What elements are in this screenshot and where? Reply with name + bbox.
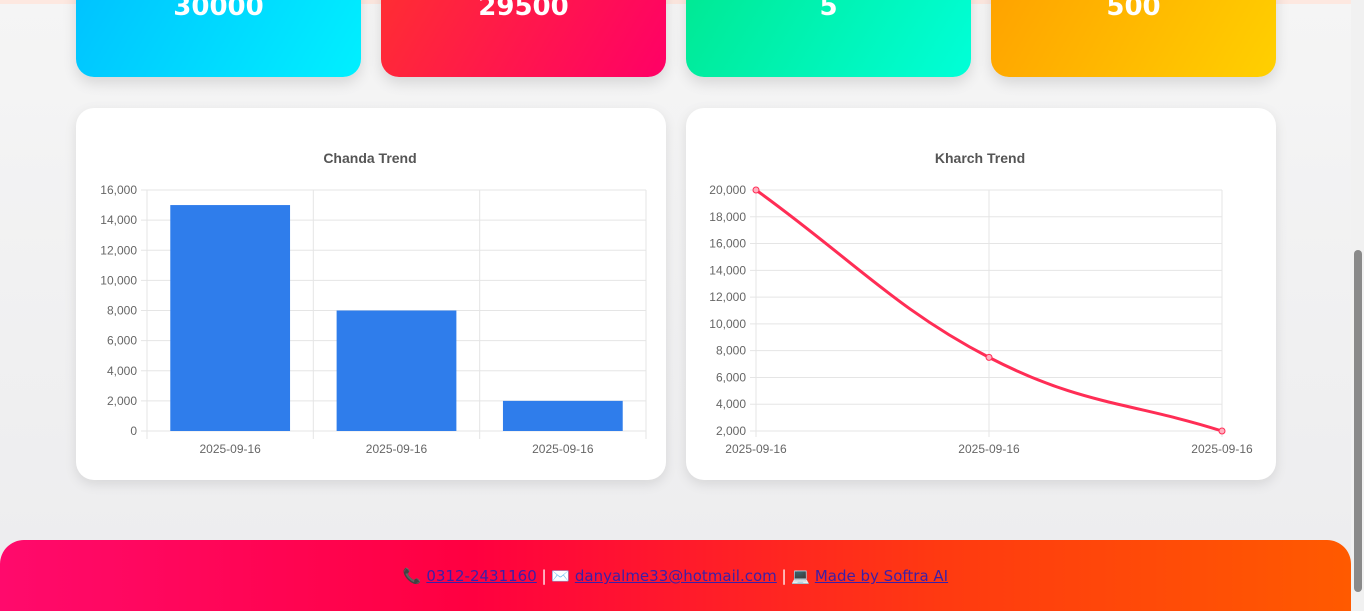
data-point: [985, 353, 993, 361]
stat-value: 30000: [173, 0, 264, 22]
y-tick-label: 8,000: [107, 304, 137, 318]
y-tick-label: 4,000: [107, 364, 137, 378]
stat-card-3: 5: [686, 0, 971, 77]
y-tick-label: 12,000: [100, 243, 137, 257]
separator: |: [541, 567, 547, 585]
x-tick-label: 2025-09-16: [532, 442, 594, 456]
scrollbar-thumb[interactable]: [1354, 250, 1362, 592]
y-tick-label: 10,000: [709, 317, 746, 331]
scrollbar[interactable]: [1351, 0, 1364, 611]
data-point: [752, 186, 760, 194]
phone-link[interactable]: 0312-2431160: [426, 567, 537, 585]
stat-value: 29500: [478, 0, 569, 22]
laptop-icon: 💻: [791, 567, 811, 585]
y-tick-label: 16,000: [709, 237, 746, 251]
y-tick-label: 8,000: [716, 344, 746, 358]
x-tick-label: 2025-09-16: [199, 442, 261, 456]
y-tick-label: 12,000: [709, 290, 746, 304]
stat-card-1: 30000: [76, 0, 361, 77]
chanda-chart-panel: Chanda Trend 0 2,000 4,000 6,000 8,000 10,000 1…: [76, 108, 666, 480]
x-tick-label: 2025-09-16: [1191, 442, 1253, 456]
y-tick-label: 18,000: [709, 210, 746, 224]
kharch-chart-panel: Kharch Trend 2,000 4,000 6,000 8,000 10,000 12…: [686, 108, 1276, 480]
bar: [336, 310, 457, 431]
phone-icon: 📞: [402, 567, 422, 585]
credit-link[interactable]: Made by Softra AI: [814, 567, 949, 585]
stat-card-4: 500: [991, 0, 1276, 77]
bar: [502, 400, 623, 431]
x-tick-label: 2025-09-16: [958, 442, 1020, 456]
y-tick-label: 6,000: [107, 334, 137, 348]
y-tick-label: 0: [130, 424, 137, 438]
y-tick-label: 16,000: [100, 183, 137, 197]
x-tick-label: 2025-09-16: [725, 442, 787, 456]
y-tick-label: 10,000: [100, 273, 137, 287]
stat-value: 500: [1106, 0, 1161, 22]
y-tick-label: 6,000: [716, 370, 746, 384]
y-tick-label: 14,000: [100, 213, 137, 227]
bar: [170, 205, 291, 431]
footer: 📞 0312-2431160 | ✉️ danyalme33@hotmail.c…: [0, 540, 1351, 611]
stat-value: 5: [819, 0, 838, 22]
x-tick-label: 2025-09-16: [366, 442, 428, 456]
kharch-chart: Kharch Trend 2,000 4,000 6,000 8,000 10,000 12…: [709, 150, 1253, 456]
data-point: [1218, 427, 1226, 435]
y-tick-label: 2,000: [107, 394, 137, 408]
y-tick-label: 20,000: [709, 183, 746, 197]
stat-card-2: 29500: [381, 0, 666, 77]
separator: |: [781, 567, 787, 585]
chanda-chart: Chanda Trend 0 2,000 4,000 6,000 8,000 10,000 1…: [100, 150, 647, 456]
y-tick-label: 14,000: [709, 263, 746, 277]
envelope-icon: ✉️: [551, 567, 571, 585]
email-link[interactable]: danyalme33@hotmail.com: [574, 567, 777, 585]
top-border: [0, 0, 1351, 4]
y-tick-label: 2,000: [716, 424, 746, 438]
chart-title: Chanda Trend: [323, 150, 416, 166]
y-tick-label: 4,000: [716, 397, 746, 411]
chart-title: Kharch Trend: [935, 150, 1025, 166]
